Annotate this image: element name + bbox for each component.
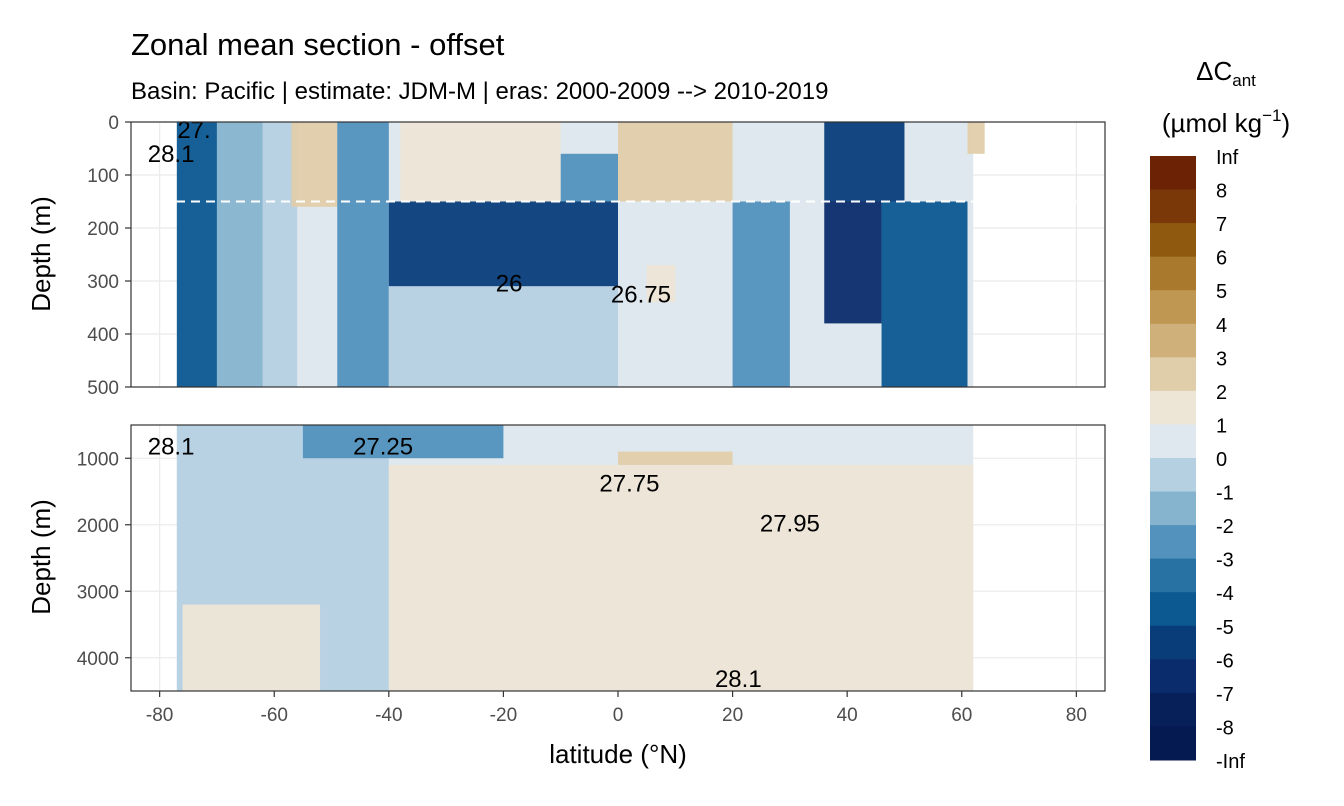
colorbar-label: 1 xyxy=(1216,415,1227,437)
x-tick-label: 80 xyxy=(1066,705,1087,726)
x-axis: -80 -60 -40 -20 0 20 40 60 80 xyxy=(146,691,1087,726)
colorbar-swatch xyxy=(1150,156,1196,191)
colorbar-label: 0 xyxy=(1216,449,1227,471)
colorbar-legend: ΔCant (µmol kg−1) Inf 8 7 6 5 4 3 2 1 0 -1 -2 -3 -4 -5… xyxy=(1150,56,1290,773)
filled-region xyxy=(216,122,263,387)
contour-label: 27. xyxy=(177,117,210,144)
filled-region xyxy=(388,201,618,287)
colorbar-label: 4 xyxy=(1216,315,1227,337)
filled-region xyxy=(302,425,504,459)
filled-region xyxy=(824,201,882,324)
contour-label: 26 xyxy=(496,271,523,298)
colorbar-swatch xyxy=(1150,692,1196,727)
filled-region xyxy=(291,122,338,207)
colorbar-swatch xyxy=(1150,558,1196,593)
colorbar-label: -2 xyxy=(1216,516,1234,538)
legend-title: ΔCant xyxy=(1196,56,1256,90)
y-tick-label: 4000 xyxy=(77,649,119,670)
x-tick-label: 60 xyxy=(951,705,972,726)
filled-region xyxy=(182,604,321,691)
y-axis-label-upper: Depth (m) xyxy=(26,196,56,312)
colorbar-label: Inf xyxy=(1216,147,1239,169)
colorbar-swatch xyxy=(1150,357,1196,392)
colorbar-label: 8 xyxy=(1216,181,1227,203)
filled-region xyxy=(732,201,790,387)
colorbar-swatch xyxy=(1150,659,1196,694)
filled-region xyxy=(967,122,985,154)
filled-region xyxy=(618,122,733,202)
colorbar-swatch xyxy=(1150,625,1196,660)
y-tick-label: 2000 xyxy=(77,516,119,537)
colorbar-label: -6 xyxy=(1216,650,1234,672)
contour-label: 27.95 xyxy=(760,510,820,537)
contour-label: 27.25 xyxy=(353,433,413,460)
colorbar-label: 2 xyxy=(1216,382,1227,404)
colorbar-swatch xyxy=(1150,189,1196,224)
y-tick-label: 400 xyxy=(87,325,119,346)
contour-label: 26.75 xyxy=(611,281,671,308)
y-tick-label: 1000 xyxy=(77,449,119,470)
filled-region xyxy=(618,451,733,465)
filled-region xyxy=(824,122,905,202)
x-tick-label: -40 xyxy=(375,705,402,726)
colorbar-label: 6 xyxy=(1216,248,1227,270)
colorbar-swatch xyxy=(1150,390,1196,425)
x-tick-label: 0 xyxy=(613,705,624,726)
y-tick-label: 100 xyxy=(87,166,119,187)
colorbar-label: -5 xyxy=(1216,617,1234,639)
y-tick-label: 0 xyxy=(108,113,119,134)
panel-border xyxy=(130,121,1106,388)
lower-panel: 28.1 27.25 27.75 27.95 28.1 1000 2000 3000 4000 xyxy=(77,424,1106,693)
colorbar-label: -3 xyxy=(1216,550,1234,572)
contour-label: 28.1 xyxy=(148,141,195,168)
colorbar-label: 5 xyxy=(1216,281,1227,303)
filled-region xyxy=(646,265,676,303)
x-axis-label: latitude (°N) xyxy=(549,739,687,769)
colorbar-label: -Inf xyxy=(1216,751,1245,773)
colorbar-label: -4 xyxy=(1216,583,1234,605)
filled-region xyxy=(881,201,968,387)
y-tick-label: 300 xyxy=(87,272,119,293)
colorbar-swatch xyxy=(1150,525,1196,560)
filled-region xyxy=(388,286,618,387)
x-tick-label: 40 xyxy=(837,705,858,726)
legend-unit: (µmol kg−1) xyxy=(1162,106,1290,138)
filled-region xyxy=(388,464,974,691)
colorbar-swatch xyxy=(1150,726,1196,761)
colorbar-swatch xyxy=(1150,323,1196,358)
x-tick-label: -20 xyxy=(490,705,517,726)
chart-subtitle: Basin: Pacific | estimate: JDM-M | eras:… xyxy=(131,78,828,105)
y-axis-label-lower: Depth (m) xyxy=(26,499,56,615)
filled-region xyxy=(560,153,618,202)
colorbar-swatch xyxy=(1150,491,1196,526)
colorbar-label: -1 xyxy=(1216,483,1234,505)
filled-region xyxy=(400,122,561,202)
chart-title: Zonal mean section - offset xyxy=(131,27,505,62)
colorbar-swatch xyxy=(1150,256,1196,291)
filled-region xyxy=(176,122,217,387)
colorbar-label: 3 xyxy=(1216,348,1227,370)
colorbar-label: 7 xyxy=(1216,214,1227,236)
contour-label: 27.75 xyxy=(599,471,659,498)
contour-label: 28.1 xyxy=(715,666,762,693)
y-tick-label: 200 xyxy=(87,219,119,240)
colorbar-label: -8 xyxy=(1216,717,1234,739)
colorbar-swatch xyxy=(1150,424,1196,459)
filled-region xyxy=(337,122,389,387)
colorbar-label: -7 xyxy=(1216,684,1234,706)
x-tick-label: -80 xyxy=(146,705,173,726)
upper-panel: 26 26.75 28.127. 0 100 200 300 400 500 xyxy=(87,113,1106,399)
x-tick-label: -60 xyxy=(261,705,288,726)
contour-label: 28.1 xyxy=(148,433,195,460)
x-tick-label: 20 xyxy=(722,705,743,726)
colorbar-swatch xyxy=(1150,592,1196,627)
y-tick-label: 500 xyxy=(87,378,119,399)
colorbar-swatch xyxy=(1150,290,1196,325)
colorbar-swatch xyxy=(1150,458,1196,493)
y-tick-label: 3000 xyxy=(77,582,119,603)
colorbar-swatch xyxy=(1150,223,1196,258)
